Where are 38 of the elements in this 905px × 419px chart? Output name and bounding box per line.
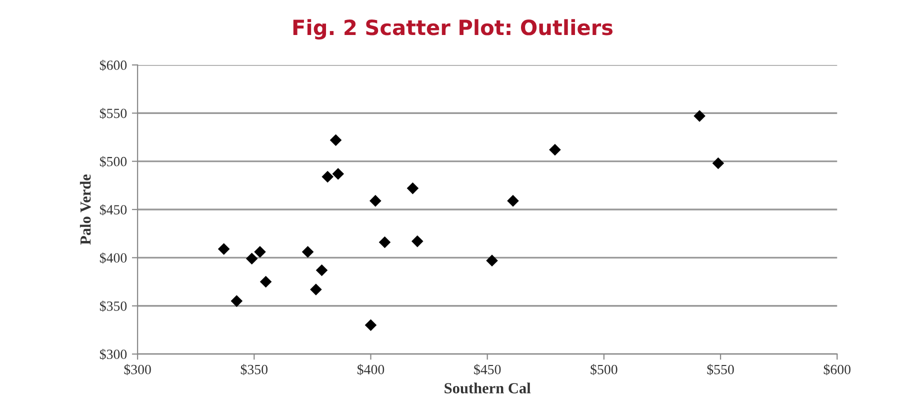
point [370,194,382,207]
chart-title: Fig. 2 Scatter Plot: Outliers [293,19,613,40]
point [364,319,377,332]
point [330,134,342,146]
x-tick-label: $350 [240,364,268,376]
point [486,254,498,266]
point [694,110,706,122]
y-tick-label: $600 [100,60,127,71]
x-tick-label: $600 [824,364,850,376]
y-tick-label: $350 [100,300,127,312]
point [302,246,314,258]
point [230,295,243,307]
point [406,182,419,194]
point [310,284,322,296]
point [260,276,272,288]
point [246,252,258,265]
point [507,194,519,207]
point [411,235,424,248]
y-tick-label: $500 [100,156,127,168]
point [254,246,266,258]
y-tick-label: $550 [100,108,127,120]
x-axis-title: Southern Cal [444,382,531,394]
point [316,264,328,276]
point [218,243,230,255]
y-axis-title: Palo Verde [80,174,91,245]
x-tick-label: $500 [590,364,618,376]
point [549,144,561,156]
y-tick-label: $300 [100,348,127,360]
x-tick-label: $400 [357,364,384,376]
point [712,157,724,170]
y-tick-label: $450 [100,204,127,216]
x-tick-label: $450 [474,364,501,376]
x-tick-label: $550 [707,364,734,376]
point [322,170,334,183]
y-tick-label: $400 [100,252,127,264]
x-tick-label: $300 [124,364,151,376]
point [332,168,344,180]
point [378,236,391,248]
